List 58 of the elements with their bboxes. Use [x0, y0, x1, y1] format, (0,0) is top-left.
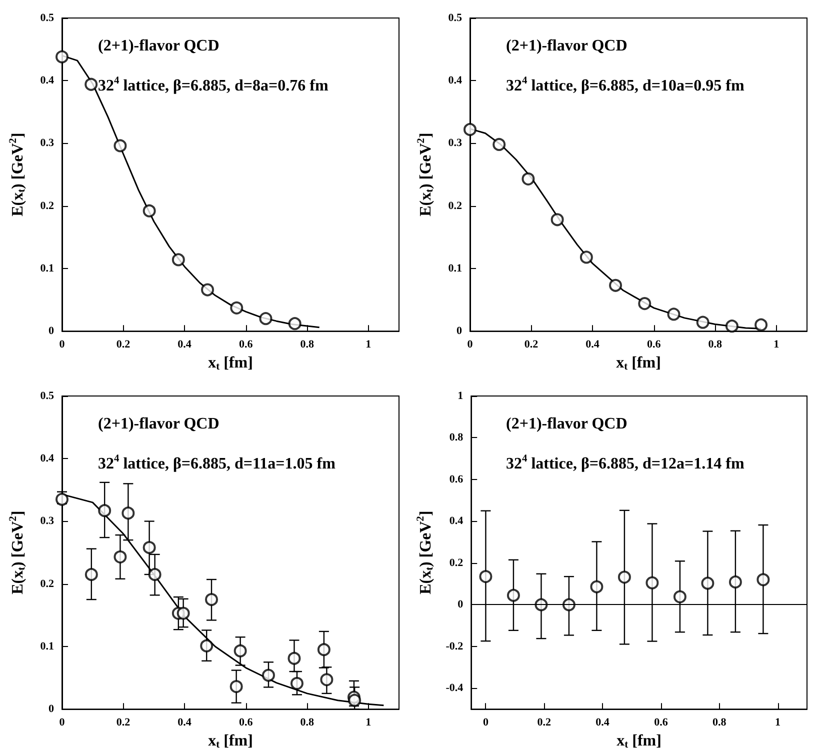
- x-tick-label: 1: [774, 338, 780, 351]
- y-tick-label: 0: [48, 703, 54, 716]
- y-axis-title: E(xt) [GeV2]: [416, 510, 436, 594]
- y-tick-label: 0.5: [40, 12, 54, 24]
- x-tick-label: 0.4: [178, 338, 192, 351]
- y-tick-label: 0: [456, 325, 462, 338]
- y-tick-label: 0.4: [448, 74, 462, 87]
- x-tick-label: 0.2: [524, 338, 539, 351]
- annotation: (2+1)-flavor QCD: [506, 416, 628, 432]
- y-tick-label: 0.5: [40, 390, 54, 402]
- x-tick-label: 0.8: [300, 338, 314, 351]
- x-tick-label: 1: [775, 716, 781, 729]
- y-tick-label: 0.3: [448, 137, 462, 150]
- y-tick-label: 0: [48, 325, 54, 338]
- y-tick-label: 0.4: [40, 452, 54, 465]
- y-tick-label: 0.5: [448, 12, 462, 24]
- y-tick-label: 0.8: [449, 432, 464, 444]
- x-tick-label: 0.4: [586, 338, 600, 351]
- x-tick-label: 0.2: [537, 716, 552, 729]
- y-tick-label: 0.3: [40, 137, 54, 150]
- y-axis-title: E(xt) [GeV2]: [8, 510, 28, 594]
- y-tick-label: 0.1: [448, 262, 462, 274]
- x-tick-label: 0.2: [116, 716, 131, 729]
- y-tick-label: 0.1: [40, 262, 54, 274]
- x-tick-label: 0.6: [238, 716, 254, 729]
- x-tick-label: 0.2: [116, 338, 131, 351]
- y-tick-label: -0.4: [446, 682, 464, 694]
- x-tick-label: 1: [366, 338, 372, 351]
- annotation: (2+1)-flavor QCD: [98, 416, 220, 432]
- x-tick-label: 0: [59, 716, 66, 729]
- y-tick-label: 0.6: [449, 473, 464, 486]
- y-tick-label: 0.2: [449, 556, 464, 569]
- x-tick-label: 0.8: [712, 716, 727, 729]
- x-tick-label: 0.4: [178, 716, 192, 729]
- y-axis-title: E(xt) [GeV2]: [416, 132, 436, 216]
- x-tick-label: 0.6: [654, 716, 668, 729]
- y-tick-label: -0.2: [446, 640, 464, 652]
- annotation: (2+1)-flavor QCD: [98, 38, 220, 54]
- y-tick-label: 0.2: [448, 200, 462, 212]
- y-tick-label: 0.3: [40, 515, 54, 528]
- y-tick-label: 0.2: [40, 578, 54, 590]
- y-tick-label: 1: [458, 390, 464, 402]
- annotation: (2+1)-flavor QCD: [506, 38, 628, 54]
- x-tick-label: 0: [482, 716, 489, 729]
- y-tick-label: 0.4: [40, 74, 54, 87]
- y-axis-title: E(xt) [GeV2]: [8, 132, 28, 216]
- y-tick-label: 0.4: [449, 515, 464, 528]
- y-tick-label: 0: [458, 598, 464, 611]
- x-tick-label: 0.8: [708, 338, 722, 351]
- x-tick-label: 0.4: [596, 716, 610, 729]
- y-tick-label: 0.2: [40, 200, 54, 212]
- x-tick-label: 0.8: [300, 716, 314, 729]
- x-tick-label: 0.6: [646, 338, 662, 351]
- x-tick-label: 0.6: [238, 338, 254, 351]
- x-tick-label: 1: [366, 716, 372, 729]
- x-tick-label: 0: [467, 338, 474, 351]
- y-tick-label: 0.1: [40, 640, 54, 652]
- x-tick-label: 0: [59, 338, 66, 351]
